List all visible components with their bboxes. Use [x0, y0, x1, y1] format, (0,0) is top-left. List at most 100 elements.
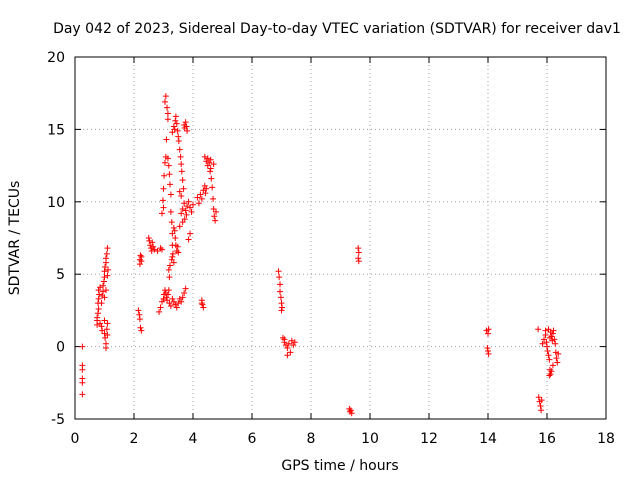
data-point	[174, 127, 181, 134]
data-point	[146, 237, 153, 244]
data-point	[175, 300, 182, 307]
data-point	[170, 123, 177, 130]
data-point	[545, 352, 552, 359]
data-point	[165, 266, 172, 273]
data-point	[102, 345, 109, 352]
data-point	[165, 162, 172, 169]
data-point	[282, 342, 289, 349]
data-point	[183, 123, 190, 130]
y-tick-label: 10	[47, 195, 65, 211]
y-axis-ticks: -5 0 5 10 15 20	[47, 50, 606, 428]
data-point	[546, 372, 553, 379]
data-point	[94, 314, 101, 321]
data-point	[545, 326, 552, 333]
data-point	[203, 158, 210, 165]
data-point	[182, 119, 189, 126]
data-point	[164, 110, 171, 117]
data-point	[275, 268, 282, 275]
data-point	[105, 266, 112, 273]
data-point	[169, 253, 176, 260]
data-point	[151, 246, 158, 253]
data-point	[175, 249, 182, 256]
data-point	[175, 137, 182, 144]
data-point	[544, 347, 551, 354]
x-tick-label: 10	[361, 431, 379, 447]
data-point	[194, 194, 201, 201]
data-point	[170, 224, 177, 231]
data-point	[211, 213, 218, 220]
data-point	[166, 171, 173, 178]
data-point	[145, 235, 152, 241]
grid-lines	[75, 57, 606, 419]
data-points	[79, 93, 562, 417]
data-point	[355, 245, 362, 252]
data-point	[104, 272, 111, 279]
x-tick-label: 16	[538, 431, 556, 447]
data-point	[207, 168, 214, 175]
data-point	[183, 211, 190, 218]
data-point	[161, 98, 168, 105]
data-point	[184, 127, 191, 134]
data-point	[544, 343, 550, 350]
x-tick-label: 0	[71, 431, 80, 447]
x-tick-label: 8	[307, 431, 316, 447]
data-point	[207, 156, 214, 163]
data-point	[172, 117, 179, 124]
data-point	[278, 300, 285, 307]
x-tick-label: 18	[597, 431, 615, 447]
data-point	[279, 334, 286, 341]
data-point	[166, 274, 173, 281]
data-point	[182, 207, 189, 214]
data-point	[100, 278, 107, 285]
data-point	[103, 250, 110, 257]
data-point	[555, 350, 562, 357]
data-point	[176, 295, 183, 302]
data-point	[212, 217, 219, 224]
data-point	[548, 333, 555, 340]
data-point	[287, 349, 294, 356]
data-point	[199, 301, 206, 308]
data-point	[485, 326, 492, 333]
data-point	[284, 345, 291, 352]
data-point	[290, 342, 297, 349]
data-point	[542, 327, 549, 334]
data-point	[161, 159, 168, 166]
data-point	[554, 359, 561, 366]
data-point	[160, 204, 167, 211]
data-point	[539, 340, 546, 347]
data-point	[102, 287, 109, 294]
data-point	[79, 366, 86, 373]
data-point	[169, 295, 176, 302]
data-point	[209, 184, 216, 191]
data-point	[535, 326, 542, 333]
data-point	[204, 162, 211, 169]
data-point	[97, 284, 104, 291]
data-point	[167, 303, 174, 310]
data-point	[204, 155, 211, 162]
data-point	[179, 206, 186, 213]
data-point	[347, 407, 354, 414]
data-point	[178, 210, 185, 217]
data-point	[548, 368, 555, 375]
data-point	[547, 371, 554, 378]
data-point	[172, 235, 179, 241]
data-point	[79, 379, 86, 386]
data-point	[101, 317, 108, 324]
data-point	[159, 298, 166, 305]
data-point	[167, 208, 174, 215]
y-tick-label: 20	[47, 50, 65, 66]
y-tick-label: 0	[56, 340, 65, 356]
data-point	[202, 190, 209, 197]
data-point	[95, 287, 102, 294]
data-point	[172, 301, 179, 308]
data-point	[485, 330, 491, 337]
data-point	[203, 185, 210, 192]
data-point	[135, 307, 142, 314]
data-point	[181, 200, 188, 207]
data-point	[181, 290, 188, 297]
data-point	[552, 340, 559, 347]
data-point	[167, 191, 174, 198]
data-point	[551, 336, 558, 343]
data-point	[538, 397, 545, 404]
